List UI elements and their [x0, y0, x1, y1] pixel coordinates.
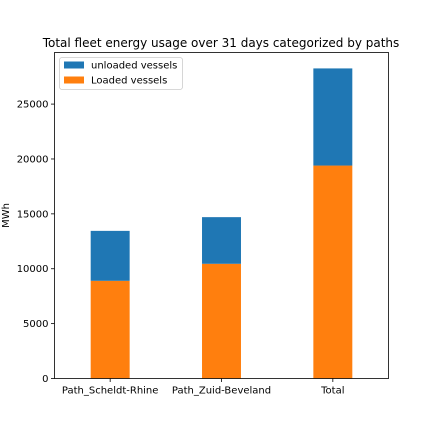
- y-tick-label: 10000: [17, 264, 49, 275]
- plot-frame: [54, 52, 389, 379]
- legend-swatch-0: [64, 61, 84, 69]
- x-axis-ticks: Path_Scheldt-Rhine Path_Zuid-Beveland Tota…: [62, 378, 345, 397]
- chart-title: Total fleet energy usage over 31 days ca…: [42, 36, 400, 50]
- bar-segment-loaded-0: [90, 280, 130, 379]
- bar-segment-unloaded-0: [90, 230, 130, 281]
- bar-segment-unloaded-1: [202, 217, 241, 264]
- legend-box: [59, 57, 183, 90]
- bar-segment-loaded-2: [313, 165, 353, 379]
- bar-segment-loaded-1: [202, 263, 241, 379]
- y-axis-ticks: 0 5000 10000 15000 20000 25000: [17, 100, 55, 385]
- bar-segment-unloaded-2: [313, 68, 353, 166]
- x-tick-label: Path_Scheldt-Rhine: [62, 386, 159, 397]
- y-tick-label: 15000: [17, 209, 49, 220]
- legend-label-1: Loaded vessels: [91, 76, 167, 87]
- x-tick-label: Path_Zuid-Beveland: [172, 386, 271, 397]
- y-axis-label: MWh: [1, 203, 12, 228]
- legend: unloaded vessels Loaded vessels: [59, 57, 183, 90]
- y-tick-label: 25000: [17, 100, 49, 111]
- legend-swatch-1: [64, 76, 84, 84]
- legend-label-0: unloaded vessels: [91, 61, 177, 72]
- x-tick-label: Total: [320, 386, 344, 397]
- y-tick-label: 5000: [23, 319, 48, 330]
- y-tick-label: 20000: [17, 154, 49, 165]
- y-tick-label: 0: [42, 374, 48, 385]
- bars-layer: [90, 68, 353, 379]
